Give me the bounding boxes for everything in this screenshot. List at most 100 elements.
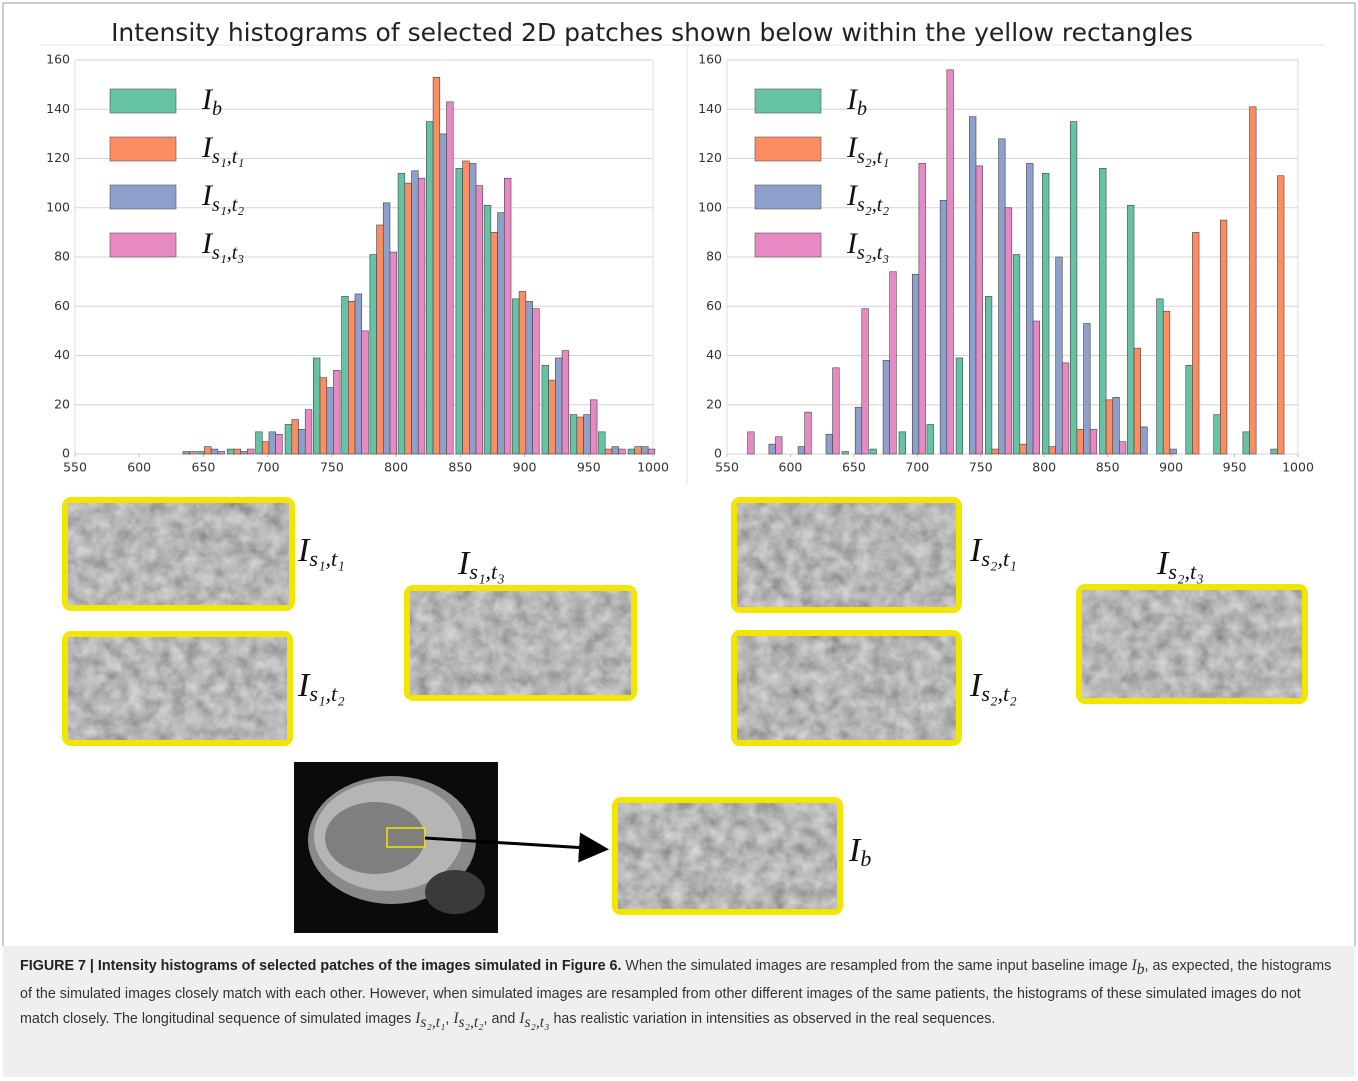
patch-image xyxy=(68,503,289,605)
legend-subscript: b xyxy=(212,98,222,120)
y-tick-label: 160 xyxy=(46,52,70,67)
bar xyxy=(561,350,570,455)
bar xyxy=(1213,414,1221,455)
bar xyxy=(541,365,549,455)
x-tick-label: 550 xyxy=(63,460,87,475)
bar xyxy=(1112,397,1120,455)
legend-subscript: s₁,t₁ xyxy=(212,146,244,168)
bar xyxy=(918,163,926,455)
legend-symbol: I xyxy=(846,179,859,212)
x-tick-label: 600 xyxy=(127,460,151,475)
x-tick-label: 900 xyxy=(1159,460,1183,475)
subscript: b xyxy=(860,846,871,871)
bar xyxy=(369,254,377,455)
subscript: s₁,t₂ xyxy=(309,681,345,706)
y-tick-label: 60 xyxy=(54,298,70,313)
y-tick-label: 80 xyxy=(54,249,70,264)
bar xyxy=(497,212,505,455)
bar xyxy=(775,436,783,455)
patch-image xyxy=(1082,590,1302,698)
bar xyxy=(1069,121,1078,455)
caption-heading: FIGURE 7 | Intensity histograms of selec… xyxy=(20,958,622,974)
x-tick-label: 650 xyxy=(192,460,216,475)
bar xyxy=(376,224,384,455)
bar xyxy=(319,377,328,455)
bar xyxy=(1076,429,1084,455)
mri-structure xyxy=(325,802,425,874)
bar xyxy=(411,170,419,455)
legend-symbol: I xyxy=(846,83,859,116)
bar xyxy=(1026,163,1034,455)
patch-label: Is₁,t₂ xyxy=(297,667,345,706)
bar xyxy=(1162,310,1171,455)
bar xyxy=(1061,362,1070,455)
legend-swatch xyxy=(754,88,822,114)
x-tick-label: 600 xyxy=(779,460,803,475)
y-tick-label: 140 xyxy=(46,101,70,116)
caption: FIGURE 7 | Intensity histograms of selec… xyxy=(3,946,1355,1077)
bar xyxy=(590,399,598,455)
legend-label: Is₁,t₂ xyxy=(201,179,244,216)
patch-image xyxy=(68,637,287,740)
patch xyxy=(62,497,295,611)
caption-symbol: I xyxy=(415,1009,421,1027)
patch xyxy=(404,585,637,701)
bar xyxy=(1105,399,1114,455)
legend-symbol: I xyxy=(846,227,859,260)
x-tick-label: 850 xyxy=(448,460,472,475)
legend-subscript: b xyxy=(857,98,867,120)
caption-subscript: s₂,t₂ xyxy=(458,1013,484,1031)
brain-image xyxy=(294,762,609,933)
patch-label: Is₂,t₃ xyxy=(1156,545,1204,584)
bar xyxy=(233,448,241,455)
legend-symbol: I xyxy=(201,179,214,212)
bar xyxy=(475,185,484,455)
bar xyxy=(490,232,498,455)
caption-text: has realistic variation in intensities a… xyxy=(549,1010,996,1027)
bar xyxy=(882,360,891,455)
patch-image xyxy=(737,636,956,740)
bar xyxy=(1119,441,1127,455)
subscript: s₂,t₂ xyxy=(981,681,1017,706)
bar xyxy=(946,69,954,455)
patch-label: Is₂,t₂ xyxy=(969,667,1017,706)
bar xyxy=(1089,429,1098,455)
figure: Intensity histograms of selected 2D patc… xyxy=(2,2,1356,946)
patch xyxy=(731,497,962,613)
caption-symbol: I xyxy=(1131,957,1137,974)
bar xyxy=(404,182,412,455)
selection-box xyxy=(386,827,426,848)
bar xyxy=(1133,347,1141,455)
patch xyxy=(62,631,293,746)
bar xyxy=(1042,172,1050,455)
bar xyxy=(975,165,983,455)
figure-title: Intensity histograms of selected 2D patc… xyxy=(111,18,1193,47)
bar xyxy=(426,121,434,455)
bar xyxy=(333,369,341,455)
bar xyxy=(1249,106,1257,455)
symbol: I xyxy=(969,532,983,569)
bar xyxy=(889,271,897,455)
patch xyxy=(1076,584,1308,704)
bar xyxy=(854,406,863,455)
bar xyxy=(240,451,248,455)
bar xyxy=(955,357,964,455)
y-tick-label: 80 xyxy=(706,249,722,264)
bar xyxy=(326,387,334,455)
arrow xyxy=(424,832,609,863)
caption-subscript: b xyxy=(1136,960,1145,978)
legend-swatch xyxy=(754,232,822,258)
legend-subscript: s₁,t₂ xyxy=(212,194,244,216)
x-tick-label: 750 xyxy=(969,460,993,475)
y-tick-label: 40 xyxy=(54,347,70,362)
symbol: I xyxy=(969,667,983,704)
caption-text: , as expected, the histograms of the sim… xyxy=(20,958,1332,1027)
bar xyxy=(382,202,391,455)
bar xyxy=(604,448,613,455)
patch-label: Is₂,t₁ xyxy=(969,532,1017,571)
bar xyxy=(291,419,299,455)
bar xyxy=(747,431,755,455)
bar xyxy=(1083,323,1091,455)
patch-label: Ib xyxy=(848,832,871,871)
